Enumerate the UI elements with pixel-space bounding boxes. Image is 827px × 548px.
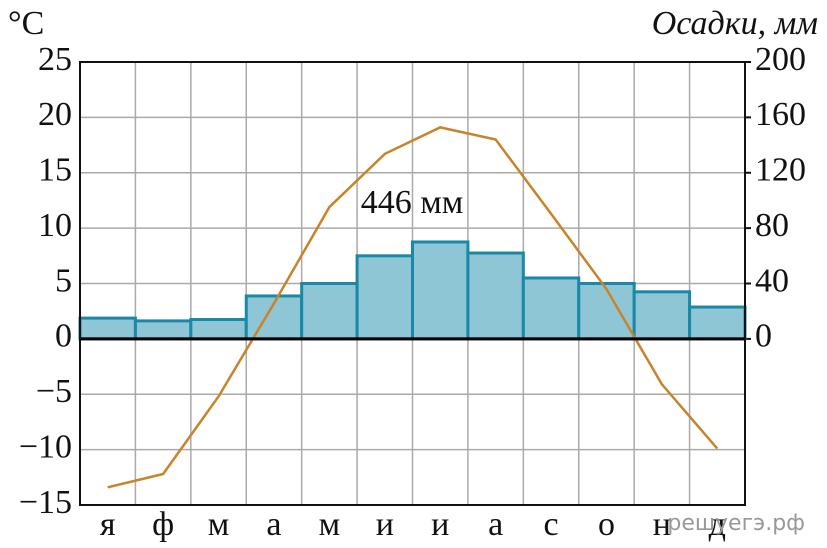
y-axis-title: °C (8, 5, 44, 42)
y2-tick-label: 160 (755, 96, 806, 133)
y-tick-label: 20 (38, 96, 72, 133)
plot-frame (79, 61, 746, 506)
precipitation-bar (78, 316, 137, 341)
y-tick-label: −15 (19, 484, 72, 521)
precipitation-bar (355, 254, 415, 341)
y2-tick-label: 120 (755, 152, 806, 189)
x-tick-label: о (598, 506, 615, 543)
precipitation-bar (133, 319, 193, 341)
precipitation-bar (466, 251, 525, 341)
y-tick-label: 0 (55, 318, 72, 355)
y-tick-label: −5 (36, 373, 72, 410)
y-tick-label: 15 (38, 152, 72, 189)
y-tick-label: 10 (38, 207, 72, 244)
temperature-line (107, 126, 719, 489)
x-tick-label: а (488, 506, 503, 543)
x-tick-label: и (431, 506, 449, 543)
precipitation-bar (521, 276, 581, 341)
x-tick-label: ф (152, 506, 174, 543)
x-tick-label: и (376, 506, 394, 543)
x-tick-label: я (100, 506, 116, 543)
x-tick-label: м (319, 506, 341, 543)
precipitation-bar (632, 290, 692, 341)
x-tick-label: д (709, 506, 726, 543)
x-tick-label: а (266, 506, 281, 543)
y2-axis-title: Осадки, мм (652, 5, 818, 42)
annotation: 446 мм (361, 184, 464, 221)
precipitation-bar (688, 305, 747, 341)
y2-tick-label: 0 (755, 318, 772, 355)
y-tick-label: 25 (38, 41, 72, 78)
y-tick-label: −10 (19, 428, 72, 465)
x-tick-label: м (208, 506, 230, 543)
y2-tick-label: 200 (755, 41, 806, 78)
y-tick-label: 5 (55, 262, 72, 299)
precipitation-bar (411, 240, 470, 341)
precipitation-bar (577, 282, 636, 341)
precipitation-bar (300, 282, 359, 341)
x-tick-label: с (543, 506, 558, 543)
x-tick-label: н (653, 506, 671, 543)
watermark: решуегэ.рф (667, 511, 805, 536)
precipitation-bar (189, 317, 248, 341)
y2-tick-label: 40 (755, 262, 789, 299)
y2-tick-label: 80 (755, 207, 789, 244)
